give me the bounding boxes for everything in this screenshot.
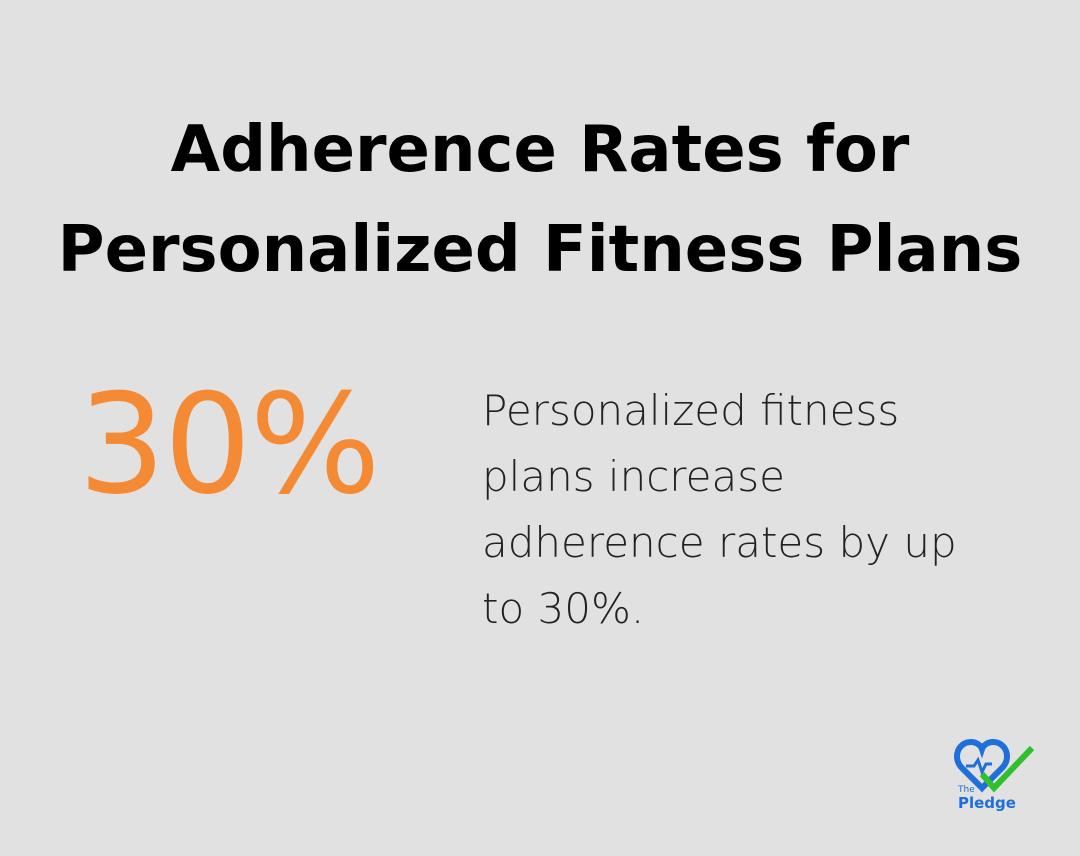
logo-heart — [954, 738, 1010, 793]
logo-check — [979, 745, 1035, 793]
logo-small: The — [957, 785, 975, 795]
stat: 30% — [78, 364, 381, 525]
logo-name: Pledge — [958, 794, 1016, 812]
title-line: Personalized Fitness Plans — [57, 213, 1023, 287]
title-line: Adherence Rates for — [170, 113, 910, 187]
logo: The Pledge — [954, 738, 1035, 812]
title: Adherence Rates for Personalized Fitness… — [0, 100, 1080, 300]
logo-pulse — [966, 756, 992, 776]
description: Personalized fitness plans increase adhe… — [482, 386, 957, 633]
